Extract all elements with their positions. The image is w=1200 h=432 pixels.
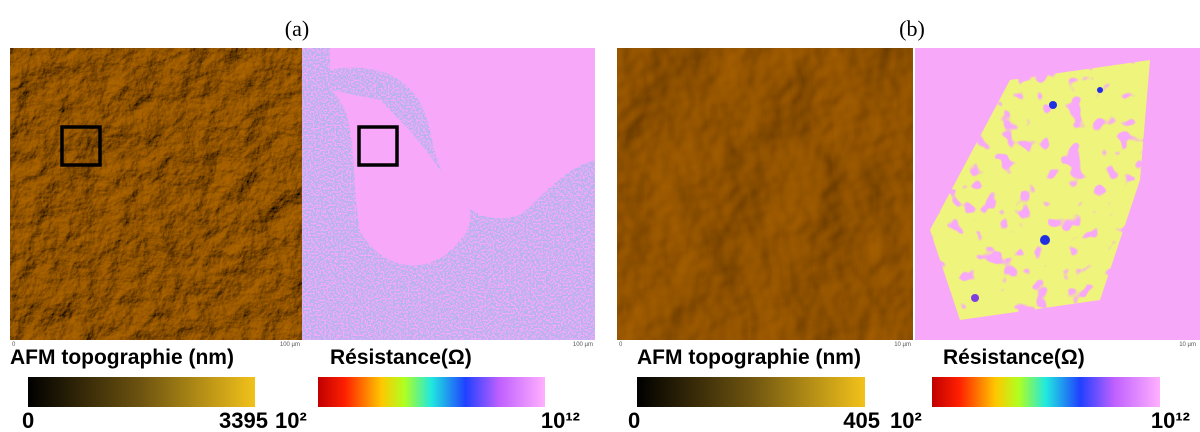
topography-image xyxy=(617,48,913,340)
resistance-image xyxy=(302,48,595,340)
resistance-image xyxy=(915,48,1200,340)
grain xyxy=(1049,101,1057,109)
panel-label: (a) xyxy=(285,16,309,41)
colorbar-min: 0 xyxy=(22,408,34,432)
scale-end: 10 µm xyxy=(894,342,911,348)
grain xyxy=(971,294,979,302)
colorbar-min: 10² xyxy=(275,408,307,432)
colorbar-max: 405 xyxy=(843,408,880,432)
topography-image xyxy=(10,48,302,340)
insulating-region xyxy=(330,90,471,266)
conductive-grains xyxy=(930,60,1150,320)
scale-end: 100 µm xyxy=(280,342,300,348)
colorbar-min: 10² xyxy=(890,408,922,432)
colorbar-max: 10¹² xyxy=(541,408,580,432)
zoom-box xyxy=(60,125,102,167)
colorbar-max: 10¹² xyxy=(1151,408,1190,432)
colorbar xyxy=(932,377,1160,407)
colorbar-min: 0 xyxy=(628,408,640,432)
colorbar xyxy=(28,377,255,407)
colorbar xyxy=(637,377,865,407)
colorbar-title: Résistance(Ω) xyxy=(330,346,472,369)
colorbar-max: 3395 xyxy=(219,408,268,432)
colorbar-title: Résistance(Ω) xyxy=(943,346,1085,369)
scale-start: 0 xyxy=(619,342,623,348)
colorbar xyxy=(318,377,545,407)
colorbar-title: AFM topographie (nm) xyxy=(637,346,861,369)
colorbar-title: AFM topographie (nm) xyxy=(10,346,234,369)
zoom-box xyxy=(357,125,399,167)
grain xyxy=(1040,235,1050,245)
scale-start: 0 xyxy=(12,342,16,348)
scale-end: 10 µm xyxy=(1179,342,1196,348)
scale-end: 100 µm xyxy=(573,342,593,348)
panel-label: (b) xyxy=(899,16,925,41)
grain xyxy=(1097,87,1103,93)
insulating-region xyxy=(330,48,595,219)
